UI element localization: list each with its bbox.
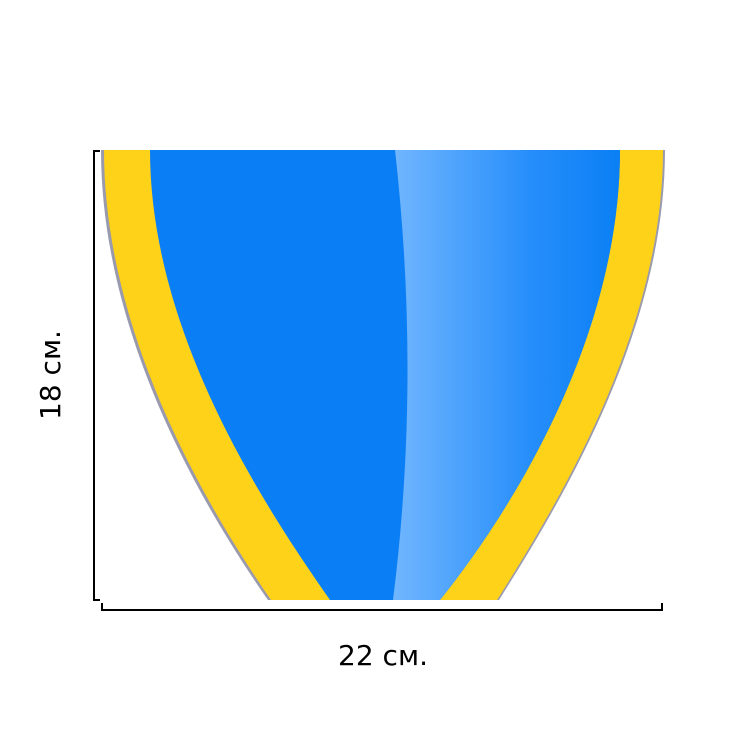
width-label: 22 см. <box>338 639 428 672</box>
height-bracket <box>93 150 100 601</box>
height-label: 18 см. <box>34 330 67 420</box>
shield-highlight <box>393 150 620 600</box>
dimension-lines <box>93 150 663 611</box>
width-bracket <box>101 603 663 611</box>
shield <box>101 150 665 600</box>
